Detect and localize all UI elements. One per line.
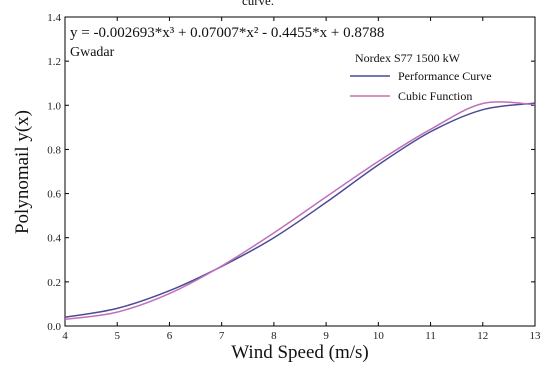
x-tick-label: 13 [530,330,542,342]
x-tick-label: 7 [219,330,225,342]
y-tick-label: 0.0 [47,321,61,333]
x-tick-label: 8 [271,330,277,342]
series-line-cubic-function [64,101,536,321]
x-tick-label: 4 [62,330,68,342]
y-tick-label: 0.8 [47,144,61,156]
y-tick-label: 0.6 [47,189,61,201]
x-tick-label: 6 [167,330,173,342]
series-layer [64,101,536,321]
plot-frame [64,16,536,327]
location-label: Gwadar [70,45,115,60]
axis-ticks: 4 5 6 7 8 9 10 11 12 13 0.0 0.2 0.4 0.6 0.8 1.0 1.2 1.4 [47,12,541,342]
caption-fragment: curve. [242,0,274,8]
y-tick-label: 0.2 [47,277,61,289]
x-tick-label: 9 [323,330,329,342]
y-tick-label: 1.0 [47,100,61,112]
y-tick-label: 1.4 [47,12,61,24]
legend-label-cubic-function: Cubic Function [398,89,472,103]
x-tick-label: 12 [477,330,488,342]
x-axis-title: Wind Speed (m/s) [231,342,369,363]
x-tick-label: 10 [373,330,385,342]
y-axis-title: Polynomail y(x) [12,110,33,234]
x-tick-label: 11 [425,330,436,342]
y-tick-label: 1.2 [47,56,61,68]
legend: Nordex S77 1500 kW Performance Curve Cub… [350,51,492,103]
x-tick-label: 5 [114,330,120,342]
legend-label-performance-curve: Performance Curve [398,69,492,83]
equation-annotation: y = -0.002693*x³ + 0.07007*x² - 0.4455*x… [70,25,384,41]
legend-title: Nordex S77 1500 kW [355,51,461,65]
y-tick-label: 0.4 [47,233,61,245]
series-line-performance-curve [64,102,536,318]
